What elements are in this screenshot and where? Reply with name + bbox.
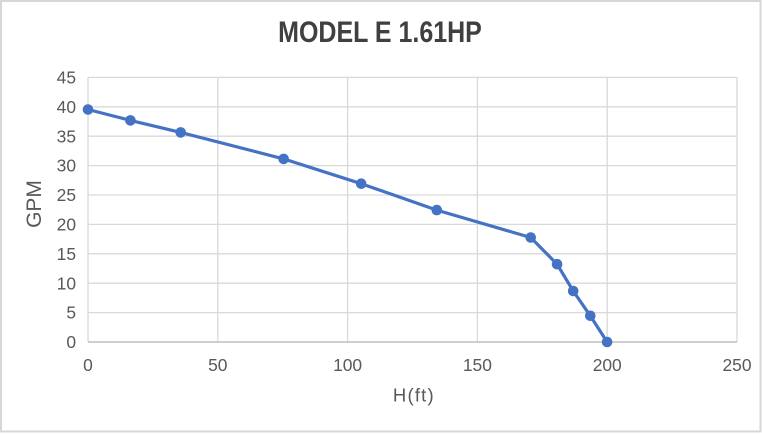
svg-text:MODEL E 1.61HP: MODEL E 1.61HP [278,15,482,48]
svg-text:100: 100 [333,355,362,375]
svg-text:H(ft): H(ft) [393,385,435,406]
svg-text:45: 45 [57,68,76,88]
svg-text:10: 10 [57,273,76,293]
svg-text:GPM: GPM [23,180,46,228]
svg-text:0: 0 [66,332,76,352]
svg-text:40: 40 [57,97,76,117]
svg-text:25: 25 [57,185,76,205]
svg-text:250: 250 [722,355,751,375]
svg-text:0: 0 [83,355,93,375]
svg-text:35: 35 [57,126,76,146]
svg-text:50: 50 [208,355,227,375]
svg-text:20: 20 [57,215,76,235]
svg-text:30: 30 [57,156,76,176]
svg-text:150: 150 [463,355,492,375]
svg-text:5: 5 [66,303,76,323]
svg-text:15: 15 [57,244,76,264]
svg-text:200: 200 [593,355,622,375]
